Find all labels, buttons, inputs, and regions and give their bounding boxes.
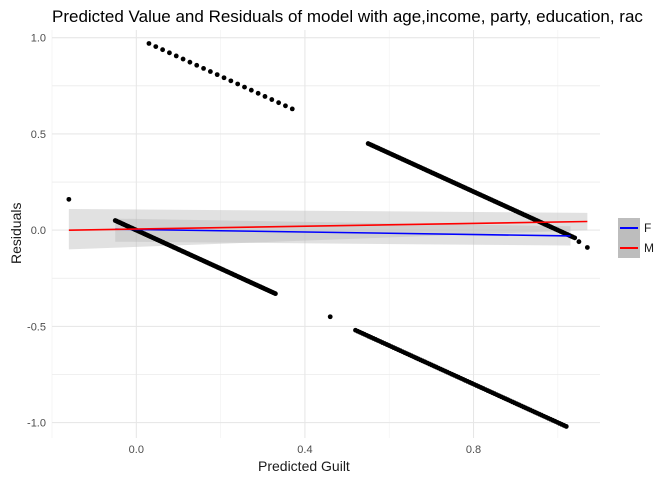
data-point (269, 97, 275, 102)
data-point (327, 314, 333, 320)
data-point (173, 53, 179, 59)
y-tick-label: -0.5 (27, 321, 46, 333)
x-tick-label: 0.8 (466, 444, 481, 456)
data-point (146, 41, 152, 46)
data-point (66, 196, 72, 202)
legend: F M (618, 218, 654, 258)
data-point (235, 81, 241, 87)
data-point (576, 239, 582, 245)
data-point (207, 69, 213, 74)
data-point (276, 100, 282, 106)
data-point (289, 106, 295, 112)
data-point (214, 72, 220, 78)
data-point (201, 65, 206, 71)
legend-key-m (618, 238, 640, 258)
data-point (283, 103, 288, 109)
data-point (262, 94, 268, 99)
data-point (572, 235, 578, 241)
data-point (248, 87, 254, 93)
y-tick-label: 1.0 (31, 33, 46, 45)
data-point (180, 56, 186, 62)
y-tick-label: 0.5 (31, 129, 46, 141)
data-point (221, 75, 227, 81)
legend-item-m: M (618, 238, 654, 258)
data-point (160, 47, 166, 53)
confidence-band (68, 208, 588, 250)
data-point (228, 78, 234, 84)
legend-label-f: F (644, 221, 652, 235)
data-point (563, 424, 569, 429)
data-point (187, 59, 193, 65)
series-line-m (68, 220, 588, 231)
data-point (242, 84, 247, 90)
data-point (273, 291, 278, 297)
data-point (255, 90, 261, 96)
data-point (584, 245, 590, 250)
legend-label-m: M (644, 241, 654, 255)
series-line-f (115, 228, 571, 237)
y-tick-label: -1.0 (27, 418, 46, 430)
x-tick-label: 0.0 (129, 444, 144, 456)
chart-title: Predicted Value and Residuals of model w… (52, 7, 643, 26)
y-tick-label: 0.0 (31, 225, 46, 237)
x-axis-label: Predicted Guilt (258, 458, 350, 474)
data-point (167, 50, 172, 56)
legend-item-f: F (618, 218, 654, 238)
y-axis-label: Residuals (8, 202, 24, 264)
legend-key-f (618, 218, 640, 238)
data-point (194, 62, 200, 68)
x-tick-label: 0.4 (297, 444, 312, 456)
data-point (153, 44, 159, 49)
